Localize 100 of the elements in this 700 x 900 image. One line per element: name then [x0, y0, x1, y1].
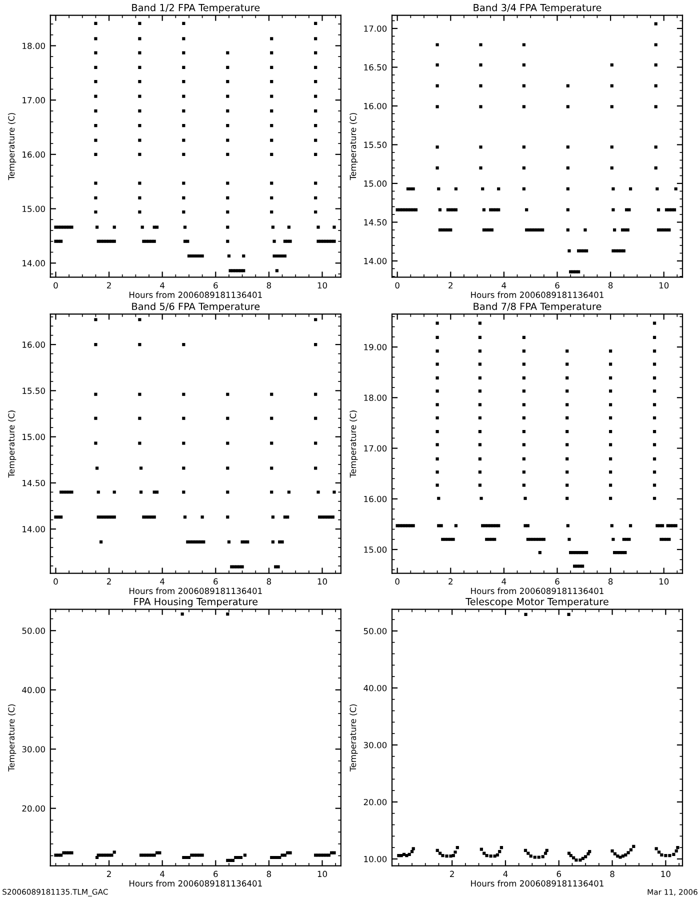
point	[668, 854, 672, 858]
y-tick-label: 15.00	[22, 434, 45, 440]
point	[454, 850, 457, 854]
point	[629, 848, 633, 852]
point	[316, 854, 320, 857]
x-tick-label: 2	[448, 282, 452, 288]
y-tick-label: 16.00	[22, 342, 45, 348]
y-tick-label: 15.00	[364, 546, 387, 553]
x-tick-label: 6	[214, 282, 218, 289]
point	[198, 854, 202, 857]
point	[228, 858, 232, 862]
point	[449, 854, 452, 858]
x-tick-label: 8	[610, 870, 614, 878]
point	[64, 851, 68, 854]
point	[657, 850, 661, 854]
point	[489, 854, 492, 858]
point	[529, 854, 532, 858]
point	[112, 850, 116, 854]
y-tick-label: 30.00	[364, 742, 387, 748]
y-tick-label: 14.00	[22, 260, 45, 266]
x-tick-label: 2	[448, 578, 452, 584]
y-axis-title: Temperature (C)	[8, 410, 16, 478]
point	[190, 854, 194, 857]
x-tick-label: 10	[318, 870, 327, 878]
y-tick-label: 17.00	[364, 25, 387, 32]
point	[438, 852, 442, 855]
point	[654, 847, 658, 850]
x-tick-label: 4	[160, 870, 165, 877]
y-tick-label: 10.00	[364, 856, 387, 862]
point	[480, 848, 483, 851]
y-tick-label: 15.00	[22, 206, 45, 212]
y-tick-label: 15.00	[364, 180, 387, 187]
y-axis-title: Temperature (C)	[8, 113, 16, 180]
x-tick-label: 2	[106, 870, 111, 877]
y-tick-label: 50.00	[364, 628, 387, 634]
point	[674, 849, 678, 853]
point	[672, 852, 676, 856]
y-tick-label: 19.00	[364, 344, 387, 350]
point	[62, 851, 66, 854]
y-tick-label: 15.50	[364, 142, 387, 148]
point	[498, 850, 502, 854]
point	[324, 854, 328, 857]
point	[102, 854, 106, 857]
point	[660, 853, 664, 857]
point	[664, 854, 668, 858]
point	[618, 856, 622, 859]
point	[456, 846, 459, 850]
point	[187, 856, 191, 860]
point	[485, 854, 488, 858]
point	[526, 852, 530, 855]
y-tick-label: 18.00	[22, 42, 45, 50]
point	[493, 854, 496, 858]
y-tick-label: 17.00	[364, 445, 387, 452]
y-tick-label: 14.50	[364, 219, 387, 226]
point	[676, 846, 680, 850]
x-tick-label: 4	[160, 578, 165, 584]
y-tick-label: 20.00	[22, 805, 45, 812]
point	[436, 848, 439, 852]
x-tick-label: 10	[659, 282, 669, 289]
point	[286, 851, 290, 854]
x-axis-title: Hours from 2006089181136401	[130, 880, 262, 887]
x-tick-label: 8	[266, 870, 272, 878]
point	[278, 856, 282, 860]
point	[524, 612, 528, 616]
y-tick-label: 16.00	[364, 102, 387, 110]
x-tick-label: 2	[450, 870, 454, 877]
chart-title: Band 1/2 FPA Temperature	[132, 4, 260, 14]
point	[537, 856, 540, 859]
x-tick-label: 6	[556, 870, 562, 878]
point	[567, 612, 570, 616]
x-tick-label: 0	[395, 578, 400, 585]
point	[54, 854, 58, 857]
x-tick-label: 8	[608, 282, 613, 289]
chart-title: Band 5/6 FPA Temperature	[132, 302, 260, 312]
x-axis-title: Hours from 2006089181136401	[471, 880, 604, 887]
y-axis-title: Temperature (C)	[8, 704, 16, 772]
x-tick-label: 10	[318, 578, 327, 585]
point	[231, 858, 235, 862]
x-tick-label: 8	[608, 578, 613, 585]
y-tick-label: 40.00	[364, 684, 387, 692]
y-tick-label: 30.00	[22, 746, 45, 752]
point	[408, 852, 411, 856]
point	[578, 858, 582, 862]
y-tick-label: 20.00	[364, 798, 387, 806]
y-tick-label: 40.00	[22, 686, 45, 694]
point	[68, 851, 71, 854]
chart-title: Band 3/4 FPA Temperature	[474, 4, 602, 14]
y-axis-title: Temperature (C)	[350, 113, 358, 180]
point	[330, 851, 334, 854]
point	[610, 849, 614, 853]
point	[280, 854, 284, 857]
point	[452, 854, 455, 858]
point	[226, 612, 230, 616]
y-tick-label: 16.00	[364, 496, 387, 502]
point	[588, 850, 592, 854]
x-tick-label: 6	[214, 870, 218, 878]
point	[500, 846, 504, 850]
x-tick-label: 2	[106, 578, 111, 584]
point	[544, 852, 548, 855]
point	[200, 854, 204, 857]
